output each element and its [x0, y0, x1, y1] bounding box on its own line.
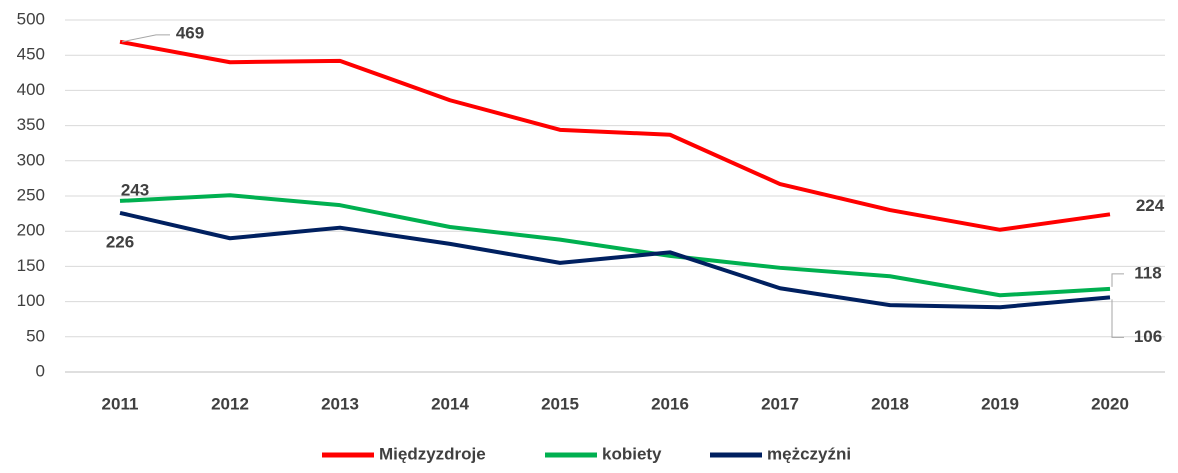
- y-tick-label: 400: [17, 80, 45, 99]
- y-tick-label: 450: [17, 45, 45, 64]
- x-tick-label: 2016: [651, 394, 689, 413]
- y-tick-label: 200: [17, 221, 45, 240]
- legend-label: kobiety: [602, 444, 662, 463]
- y-tick-label: 500: [17, 9, 45, 28]
- data-label: 243: [121, 180, 149, 199]
- series-line: [119, 210, 1111, 310]
- leader-line: [1111, 273, 1124, 287]
- x-tick-label: 2011: [102, 394, 139, 413]
- x-tick-label: 2014: [431, 394, 469, 413]
- data-label: 106: [1134, 327, 1162, 346]
- data-label: 469: [176, 23, 204, 42]
- leader-line: [121, 34, 170, 43]
- data-label: 118: [1134, 263, 1161, 282]
- y-tick-label: 0: [36, 361, 45, 380]
- data-label: 224: [1136, 196, 1165, 215]
- x-tick-label: 2015: [541, 394, 579, 413]
- data-label: 226: [106, 232, 134, 251]
- y-tick-label: 150: [17, 256, 45, 275]
- x-tick-label: 2020: [1091, 394, 1129, 413]
- series-line: [119, 193, 1111, 298]
- y-tick-label: 350: [17, 115, 45, 134]
- y-tick-label: 300: [17, 150, 45, 169]
- leader-line: [1111, 299, 1124, 338]
- x-tick-label: 2018: [871, 394, 909, 413]
- series-line: [119, 39, 1111, 232]
- x-tick-label: 2017: [761, 394, 799, 413]
- y-tick-label: 250: [17, 185, 45, 204]
- x-tick-label: 2013: [321, 394, 359, 413]
- x-tick-label: 2019: [981, 394, 1019, 413]
- legend-label: mężczyźni: [767, 444, 851, 463]
- y-tick-label: 50: [26, 326, 45, 345]
- y-tick-label: 100: [17, 291, 45, 310]
- legend-label: Międzyzdroje: [379, 444, 486, 463]
- x-tick-label: 2012: [211, 394, 249, 413]
